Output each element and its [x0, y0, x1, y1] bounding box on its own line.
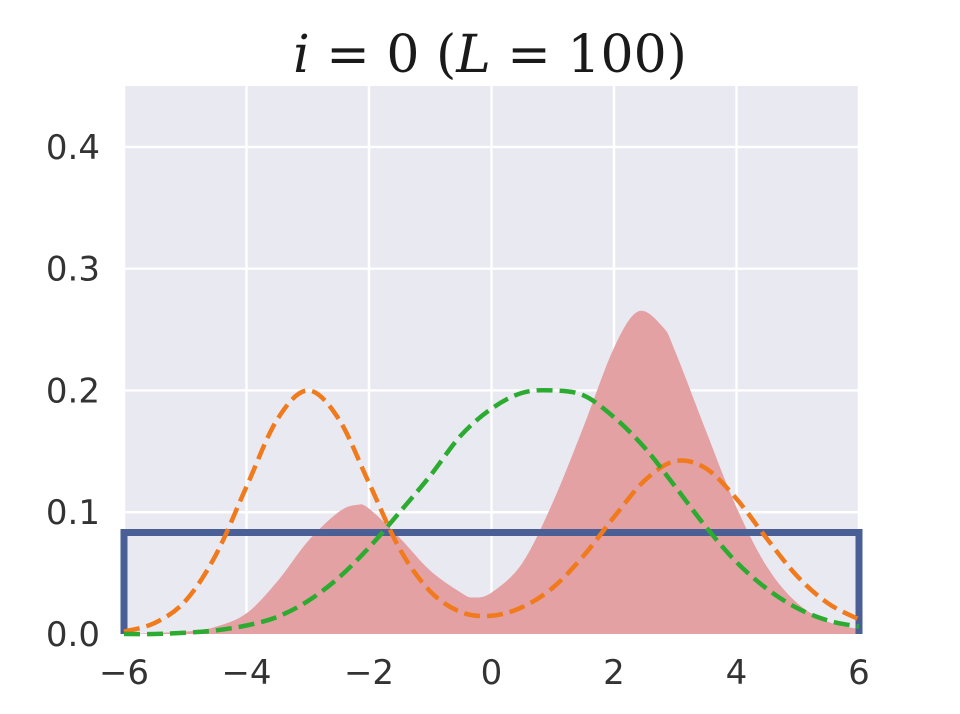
- x-tick-label: 2: [603, 653, 625, 693]
- filled-density-area: [124, 310, 859, 634]
- y-tick-label: 0.4: [46, 128, 100, 168]
- y-tick-label: 0.1: [46, 493, 100, 533]
- x-tick-label: −2: [344, 653, 394, 693]
- title-part: = 100): [491, 25, 687, 85]
- x-tick-label: −6: [99, 653, 149, 693]
- x-tick-label: 6: [848, 653, 870, 693]
- x-tick-label: 4: [726, 653, 748, 693]
- y-tick-label: 0.0: [46, 615, 100, 655]
- title-part: i: [293, 25, 310, 85]
- chart-title: i = 0 (L = 100): [293, 25, 687, 85]
- y-tick-label: 0.2: [46, 371, 100, 411]
- series-layer: [120, 310, 863, 637]
- x-tick-label: −4: [221, 653, 271, 693]
- title-part: = 0 (: [310, 25, 457, 85]
- orange-dashed-curve: [123, 388, 861, 634]
- uniform-density-line: [120, 529, 863, 634]
- green-dashed-curve: [123, 387, 860, 637]
- x-tick-label: 0: [481, 653, 503, 693]
- y-tick-label: 0.3: [46, 250, 100, 290]
- tick-labels: −6 −4 −2 0 2 4 6 0.0 0.1 0.2 0.3 0.4: [46, 128, 870, 693]
- title-part: L: [455, 25, 491, 85]
